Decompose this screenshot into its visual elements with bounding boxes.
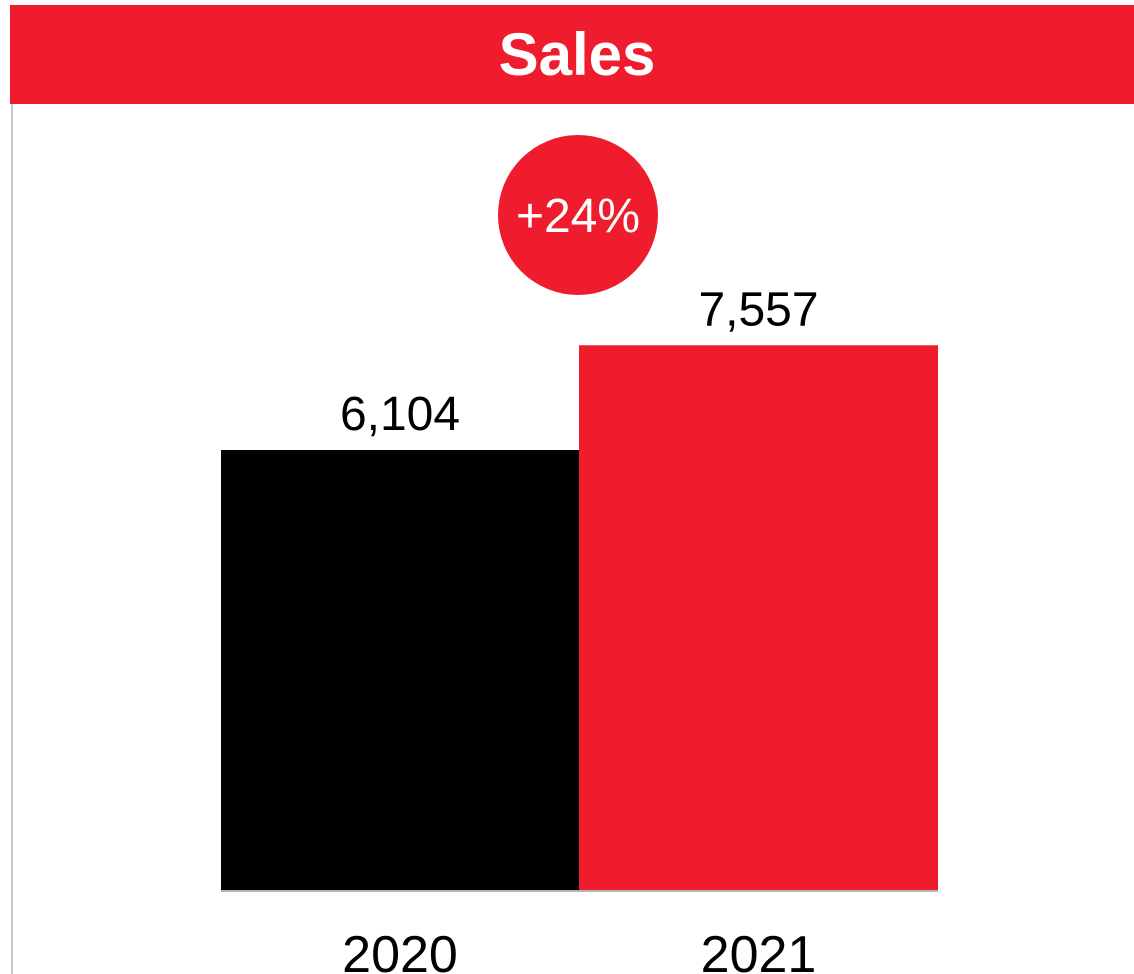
chart-title: Sales: [498, 20, 656, 88]
data-label-2021: 7,557: [698, 283, 818, 336]
change-badge-label: +24%: [516, 190, 640, 243]
plot-area: 6,104 2020 7,557 2021 +24%: [221, 135, 938, 974]
left-border-line: [11, 104, 13, 974]
x-tick-label-2021: 2021: [701, 926, 817, 974]
title-bar: Sales: [10, 5, 1134, 104]
bar-2020: [221, 450, 579, 890]
data-label-2020: 6,104: [340, 388, 460, 441]
change-badge: [498, 135, 658, 295]
x-tick-label-2020: 2020: [342, 926, 458, 974]
bar-2021: [579, 345, 938, 891]
